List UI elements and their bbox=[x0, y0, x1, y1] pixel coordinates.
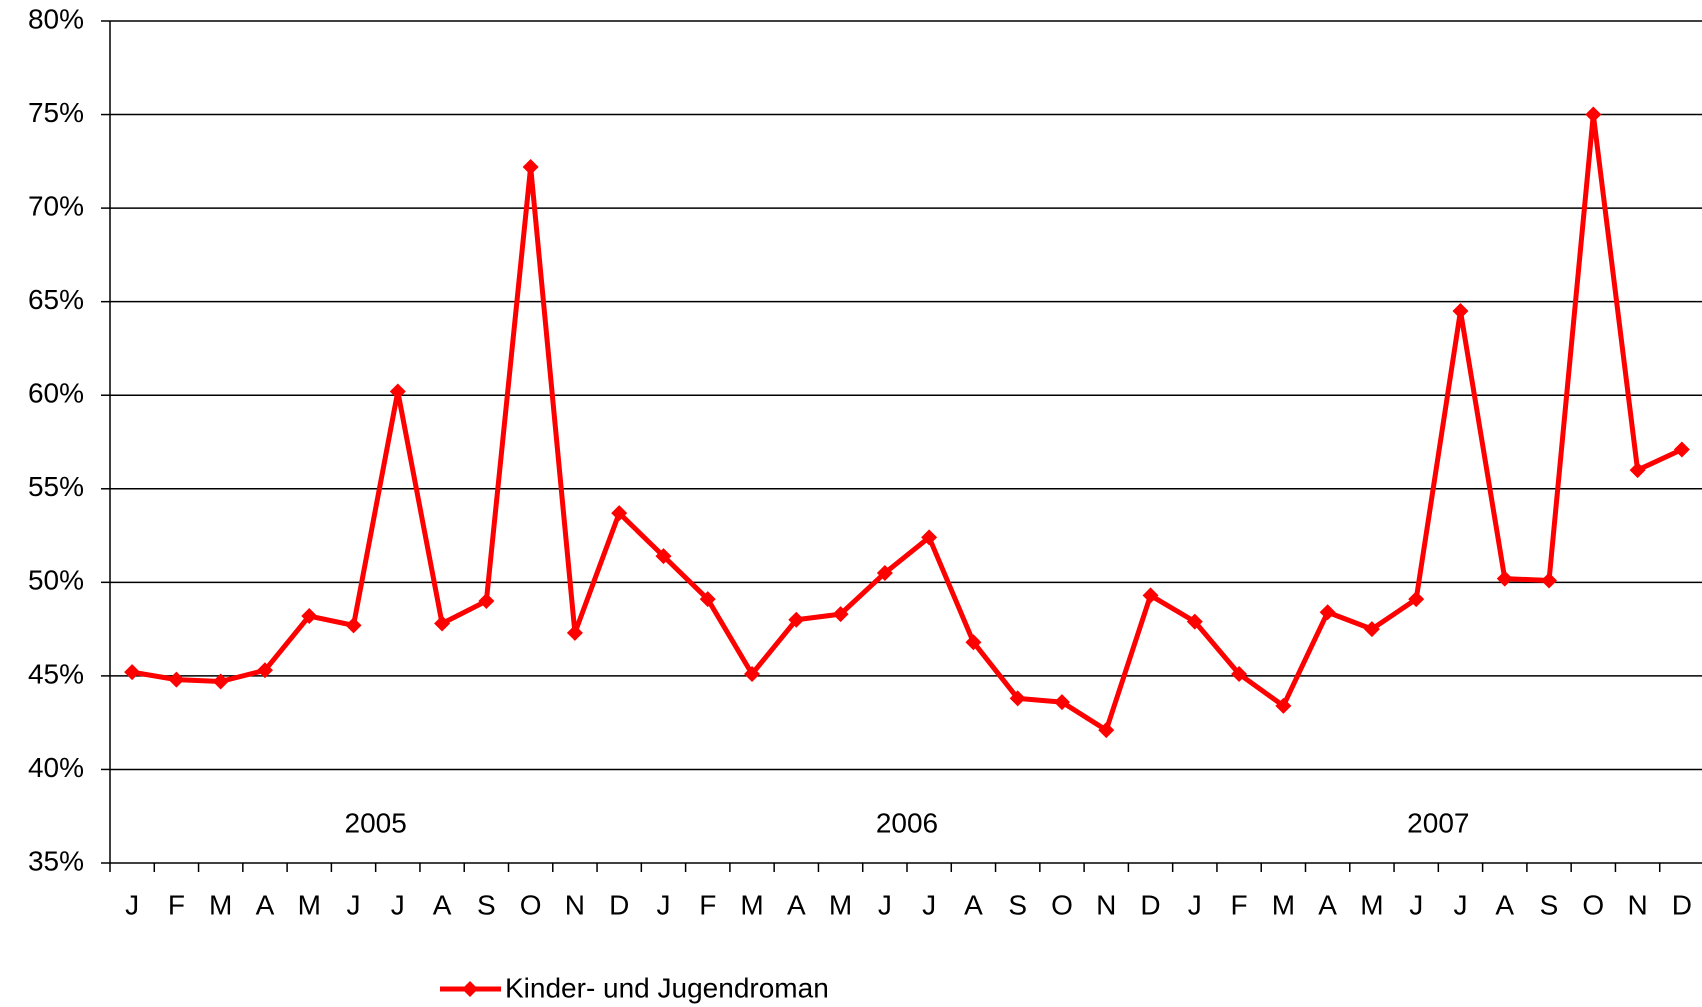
x-tick-label: A bbox=[256, 889, 275, 920]
marker bbox=[611, 505, 628, 522]
x-tick-label: M bbox=[740, 889, 763, 920]
y-tick-label: 55% bbox=[28, 471, 84, 502]
marker bbox=[655, 548, 672, 565]
marker bbox=[212, 673, 229, 690]
marker bbox=[1098, 722, 1115, 739]
marker bbox=[522, 158, 539, 175]
x-tick-label: J bbox=[1453, 889, 1467, 920]
x-tick-label: F bbox=[168, 889, 185, 920]
x-tick-label: O bbox=[520, 889, 542, 920]
marker bbox=[1541, 572, 1558, 589]
marker bbox=[832, 606, 849, 623]
marker bbox=[788, 611, 805, 628]
x-tick-label: O bbox=[1051, 889, 1073, 920]
marker bbox=[1186, 613, 1203, 630]
x-tick-label: J bbox=[1409, 889, 1423, 920]
marker bbox=[301, 608, 318, 625]
marker bbox=[1009, 690, 1026, 707]
x-tick-label: A bbox=[1318, 889, 1337, 920]
x-tick-label: O bbox=[1582, 889, 1604, 920]
x-tick-label: J bbox=[922, 889, 936, 920]
x-tick-label: M bbox=[1272, 889, 1295, 920]
x-tick-label: J bbox=[391, 889, 405, 920]
x-tick-label: M bbox=[298, 889, 321, 920]
x-tick-label: M bbox=[829, 889, 852, 920]
marker bbox=[434, 615, 451, 632]
x-tick-label: M bbox=[1360, 889, 1383, 920]
marker bbox=[699, 591, 716, 608]
marker bbox=[1363, 621, 1380, 638]
marker bbox=[744, 666, 761, 683]
y-tick-label: 65% bbox=[28, 284, 84, 315]
x-tick-label: N bbox=[1096, 889, 1116, 920]
marker bbox=[168, 671, 185, 688]
marker bbox=[921, 529, 938, 546]
year-label: 2006 bbox=[876, 807, 938, 838]
x-tick-label: A bbox=[787, 889, 806, 920]
marker bbox=[124, 664, 141, 681]
marker bbox=[1408, 591, 1425, 608]
marker bbox=[876, 564, 893, 581]
marker bbox=[1585, 106, 1602, 123]
y-tick-label: 80% bbox=[28, 3, 84, 34]
marker bbox=[1496, 570, 1513, 587]
marker bbox=[1629, 462, 1646, 479]
x-tick-label: S bbox=[477, 889, 496, 920]
y-tick-label: 50% bbox=[28, 565, 84, 596]
x-tick-label: J bbox=[656, 889, 670, 920]
marker bbox=[1142, 587, 1159, 604]
x-tick-label: J bbox=[347, 889, 361, 920]
legend-marker bbox=[462, 981, 478, 997]
marker bbox=[1053, 694, 1070, 711]
x-tick-label: N bbox=[1627, 889, 1647, 920]
marker bbox=[345, 617, 362, 634]
legend-label: Kinder- und Jugendroman bbox=[505, 972, 829, 1003]
marker bbox=[389, 383, 406, 400]
year-label: 2007 bbox=[1407, 807, 1469, 838]
x-tick-label: D bbox=[1672, 889, 1692, 920]
y-tick-label: 75% bbox=[28, 97, 84, 128]
x-tick-label: D bbox=[609, 889, 629, 920]
x-tick-label: N bbox=[565, 889, 585, 920]
marker bbox=[478, 593, 495, 610]
y-tick-label: 40% bbox=[28, 752, 84, 783]
x-tick-label: S bbox=[1540, 889, 1559, 920]
y-tick-label: 45% bbox=[28, 658, 84, 689]
year-label: 2005 bbox=[345, 807, 407, 838]
x-tick-label: J bbox=[125, 889, 139, 920]
marker bbox=[1673, 441, 1690, 458]
x-tick-label: M bbox=[209, 889, 232, 920]
series-line bbox=[131, 112, 1683, 733]
marker bbox=[1231, 666, 1248, 683]
y-tick-label: 70% bbox=[28, 191, 84, 222]
x-tick-label: A bbox=[1495, 889, 1514, 920]
x-tick-label: F bbox=[1231, 889, 1248, 920]
marker bbox=[566, 624, 583, 641]
marker bbox=[256, 662, 273, 679]
x-tick-label: A bbox=[964, 889, 983, 920]
marker bbox=[965, 634, 982, 651]
marker bbox=[1275, 697, 1292, 714]
x-tick-label: D bbox=[1140, 889, 1160, 920]
marker bbox=[1319, 604, 1336, 621]
x-tick-label: J bbox=[1188, 889, 1202, 920]
y-tick-label: 35% bbox=[28, 845, 84, 876]
y-tick-label: 60% bbox=[28, 378, 84, 409]
marker bbox=[1452, 303, 1469, 320]
x-tick-label: J bbox=[878, 889, 892, 920]
x-tick-label: F bbox=[699, 889, 716, 920]
x-tick-label: S bbox=[1008, 889, 1027, 920]
x-tick-label: A bbox=[433, 889, 452, 920]
